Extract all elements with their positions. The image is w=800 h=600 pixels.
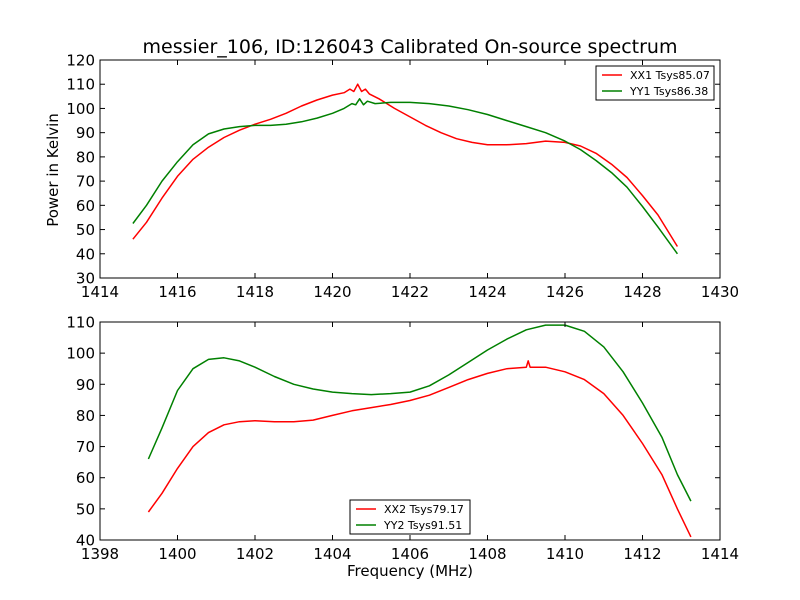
x-axis-label: Frequency (MHz)	[347, 562, 473, 580]
upper-plot-panel: 1414 1416 1418 1420 1422 1424 1426 1428 1430 30 40…	[66, 52, 739, 302]
upper-x-tick-label: 1426	[546, 283, 584, 301]
lower-plot-panel: 1398 1400 1402 1404 1406 1408 1410 1412 1414 40 50…	[66, 314, 739, 564]
upper-x-tick-label: 1430	[701, 283, 739, 301]
lower-x-tick-label: 1414	[701, 545, 739, 563]
lower-y-tick-label: 90	[76, 376, 95, 394]
lower-legend: XX2 Tsys79.17 YY2 Tsys91.51	[349, 499, 471, 535]
upper-y-tick-label: 30	[76, 270, 95, 288]
lower-x-tick-label: 1402	[236, 545, 274, 563]
lower-y-tick-label: 80	[76, 407, 95, 425]
lower-series-line-1	[147, 360, 692, 538]
upper-y-tick-label: 90	[76, 124, 95, 142]
upper-x-tick-label: 1422	[391, 283, 429, 301]
lower-x-tick-label: 1412	[623, 545, 661, 563]
upper-legend-label-2: YY1 Tsys86.38	[629, 85, 708, 98]
lower-y-tick-label: 50	[76, 500, 95, 518]
lower-x-tick-label: 1404	[313, 545, 351, 563]
upper-legend: XX1 Tsys85.07 YY1 Tsys86.38	[595, 65, 715, 101]
upper-x-tick-label: 1416	[158, 283, 196, 301]
upper-y-tick-label: 100	[66, 100, 95, 118]
lower-x-tick-label: 1400	[158, 545, 196, 563]
lower-x-tick-label: 1398	[81, 545, 119, 563]
lower-x-tick-label: 1406	[391, 545, 429, 563]
y-axis-label: Power in Kelvin	[44, 113, 62, 227]
lower-series-line-2	[147, 324, 692, 502]
upper-legend-label-1: XX1 Tsys85.07	[630, 69, 710, 82]
lower-legend-label-2: YY2 Tsys91.51	[383, 519, 462, 532]
upper-x-tick-label: 1420	[313, 283, 351, 301]
lower-x-tick-label: 1410	[546, 545, 584, 563]
upper-y-tick-label: 40	[76, 245, 95, 263]
upper-y-tick-label: 60	[76, 197, 95, 215]
lower-legend-box	[349, 499, 471, 535]
upper-legend-box	[595, 65, 715, 101]
upper-x-tick-label: 1424	[468, 283, 506, 301]
lower-y-tick-label: 40	[76, 532, 95, 550]
upper-y-tick-label: 80	[76, 148, 95, 166]
lower-y-tick-label: 70	[76, 438, 95, 456]
upper-y-tick-label: 120	[66, 52, 95, 70]
upper-y-tick-label: 110	[66, 76, 95, 94]
upper-y-tick-label: 50	[76, 221, 95, 239]
lower-y-tick-label: 60	[76, 469, 95, 487]
upper-series-line-1	[132, 83, 679, 247]
lower-y-tick-label: 110	[66, 314, 95, 332]
upper-x-tick-label: 1418	[236, 283, 274, 301]
upper-y-tick-label: 70	[76, 173, 95, 191]
upper-series-line-2	[132, 98, 679, 255]
lower-legend-label-1: XX2 Tsys79.17	[384, 503, 464, 516]
upper-x-tick-label: 1414	[81, 283, 119, 301]
lower-x-tick-label: 1408	[468, 545, 506, 563]
chart-title: messier_106, ID:126043 Calibrated On-sou…	[143, 36, 678, 58]
upper-x-tick-label: 1428	[623, 283, 661, 301]
lower-y-tick-label: 100	[66, 345, 95, 363]
